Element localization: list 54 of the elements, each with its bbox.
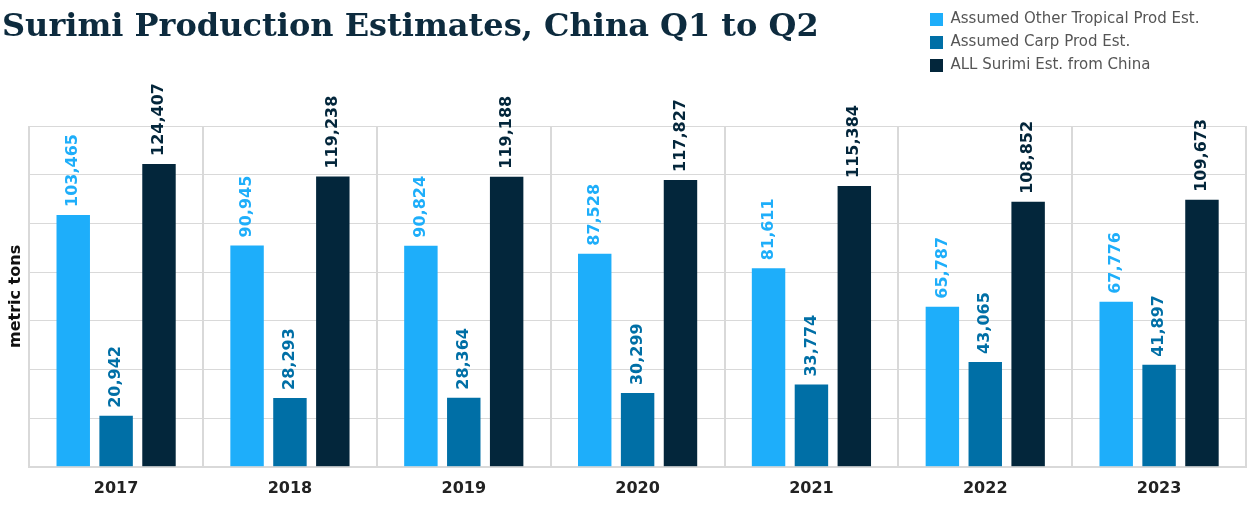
data-label: 67,776 bbox=[1105, 232, 1125, 294]
bar bbox=[751, 268, 786, 467]
bar bbox=[1011, 201, 1045, 467]
data-label: 65,787 bbox=[931, 236, 951, 299]
bar bbox=[663, 179, 698, 467]
bar bbox=[99, 415, 133, 467]
data-label: 119,238 bbox=[321, 95, 341, 169]
data-label: 87,528 bbox=[583, 183, 603, 246]
bar bbox=[925, 306, 960, 467]
data-label: 81,611 bbox=[757, 198, 777, 261]
bar bbox=[620, 393, 655, 467]
x-tick-label: 2017 bbox=[93, 477, 139, 497]
bar bbox=[1099, 301, 1133, 467]
bar bbox=[1142, 364, 1176, 467]
data-label: 124,407 bbox=[148, 83, 168, 156]
data-label: 108,852 bbox=[1017, 120, 1037, 194]
x-tick-label: 2019 bbox=[441, 477, 487, 497]
x-tick-label: 2023 bbox=[1136, 477, 1182, 497]
chart-title: Surimi Production Estimates, China Q1 to Q2 bbox=[2, 6, 819, 44]
bar bbox=[447, 397, 481, 467]
data-label: 41,897 bbox=[1148, 295, 1168, 357]
data-label: 20,942 bbox=[105, 346, 125, 408]
bar bbox=[316, 176, 350, 467]
bar bbox=[968, 361, 1002, 467]
bar bbox=[230, 245, 264, 467]
data-label: 90,945 bbox=[236, 175, 256, 238]
x-tick-label: 2022 bbox=[962, 477, 1008, 497]
data-label: 43,065 bbox=[974, 292, 994, 354]
data-label: 119,188 bbox=[495, 95, 515, 169]
x-tick-label: 2018 bbox=[267, 477, 313, 497]
y-axis-title: metric tons bbox=[4, 244, 24, 348]
bar bbox=[578, 253, 612, 467]
data-label: 90,824 bbox=[410, 175, 430, 238]
bar bbox=[273, 397, 307, 467]
bar bbox=[489, 176, 524, 467]
data-label: 28,293 bbox=[279, 328, 299, 390]
data-label: 28,364 bbox=[452, 328, 472, 390]
legend-label: ALL Surimi Est. from China bbox=[950, 55, 1151, 74]
legend-label: Assumed Other Tropical Prod Est. bbox=[950, 9, 1200, 28]
bar bbox=[794, 384, 829, 467]
bar bbox=[837, 185, 872, 467]
bar bbox=[1185, 199, 1219, 467]
bar bbox=[404, 245, 438, 467]
data-label: 30,299 bbox=[626, 323, 646, 386]
bar bbox=[142, 163, 176, 467]
data-label: 109,673 bbox=[1191, 118, 1211, 192]
bar bbox=[56, 214, 90, 467]
data-label: 103,465 bbox=[62, 134, 82, 207]
data-label: 115,384 bbox=[843, 105, 863, 178]
x-tick-label: 2021 bbox=[789, 477, 834, 497]
legend-label: Assumed Carp Prod Est. bbox=[950, 32, 1131, 51]
data-label: 33,774 bbox=[800, 314, 820, 377]
data-label: 117,827 bbox=[669, 99, 689, 172]
x-tick-label: 2020 bbox=[615, 477, 660, 497]
